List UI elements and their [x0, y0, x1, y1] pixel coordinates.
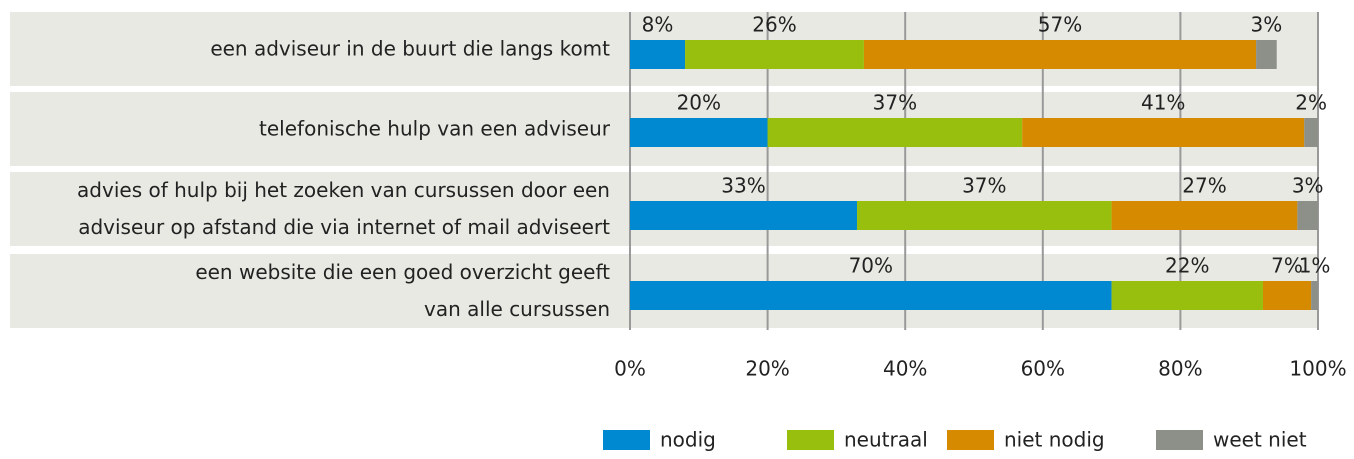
value-label: 70% [849, 254, 893, 278]
category-label: telefonische hulp van een adviseur [259, 116, 610, 141]
legend-swatch [603, 430, 650, 450]
value-label: 1% [1299, 254, 1331, 278]
bars [630, 40, 1318, 310]
value-label: 8% [642, 13, 674, 37]
x-tick-label: 80% [1158, 357, 1202, 381]
value-label: 2% [1295, 91, 1327, 115]
bar-segment [1304, 118, 1318, 147]
bar-segment [1022, 118, 1305, 147]
bar-segment [1111, 281, 1263, 310]
value-label: 41% [1141, 91, 1185, 115]
bar-segment [630, 281, 1112, 310]
bar-segment [1262, 281, 1312, 310]
legend-swatch [787, 430, 834, 450]
value-label: 26% [752, 13, 796, 37]
category-label: een website die een goed overzicht geeft… [195, 260, 610, 321]
bar-segment [1111, 201, 1298, 230]
x-tick-label: 20% [745, 357, 789, 381]
value-label: 33% [721, 174, 765, 198]
bar-segment [630, 201, 858, 230]
category-label: advies of hulp bij het zoeken van cursus… [77, 178, 610, 239]
x-tick-label: 40% [883, 357, 927, 381]
bar-segment [685, 40, 864, 69]
value-label: 20% [677, 91, 721, 115]
bar-segment [857, 201, 1112, 230]
x-tick-label: 60% [1021, 357, 1065, 381]
value-label: 7% [1271, 254, 1303, 278]
bar-segment [767, 118, 1023, 147]
value-label: 3% [1292, 174, 1324, 198]
bar-segment [1297, 201, 1318, 230]
legend-label: nodig [660, 428, 716, 452]
legend-label: weet niet [1213, 428, 1307, 452]
value-label: 37% [873, 91, 917, 115]
value-label: 27% [1182, 174, 1226, 198]
legend-swatch [1156, 430, 1203, 450]
category-label: een adviseur in de buurt die langs komt [210, 36, 610, 61]
value-label: 3% [1251, 13, 1283, 37]
value-label: 22% [1165, 254, 1209, 278]
legend-label: niet nodig [1004, 428, 1105, 452]
x-tick-label: 0% [614, 357, 646, 381]
legend-label: neutraal [844, 428, 928, 452]
bar-segment [863, 40, 1257, 69]
bar-segment [630, 40, 686, 69]
bar-segment [630, 118, 768, 147]
x-tick-label: 100% [1289, 357, 1346, 381]
value-label: 57% [1038, 13, 1082, 37]
legend-swatch [947, 430, 994, 450]
bar-segment [1256, 40, 1277, 69]
bar-segment [1311, 281, 1318, 310]
value-label: 37% [962, 174, 1006, 198]
